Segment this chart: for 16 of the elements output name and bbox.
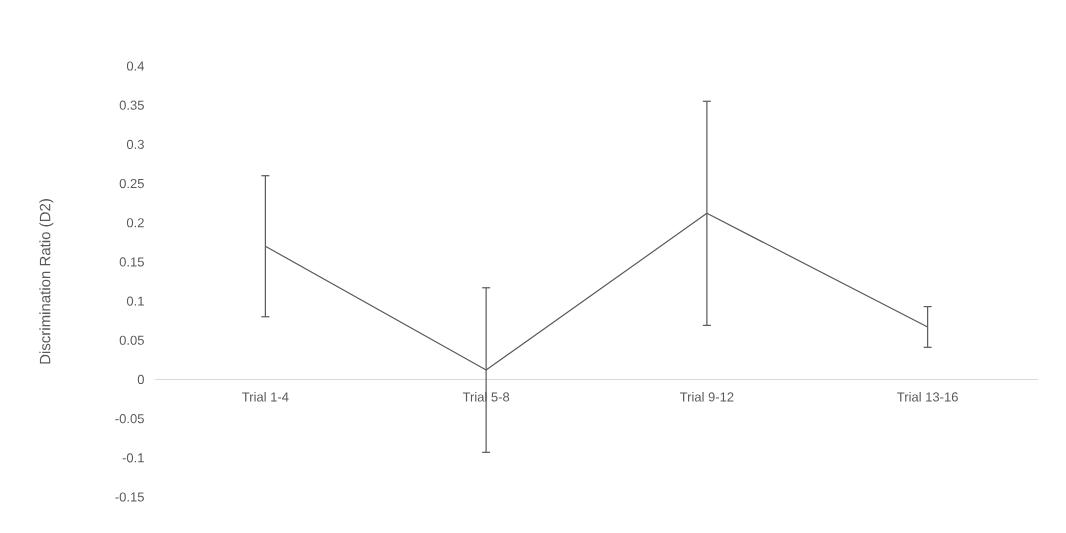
y-tick-label: -0.05: [115, 414, 144, 424]
y-tick-label: 0: [137, 374, 144, 385]
x-tick-label: Trial 13-16: [897, 391, 958, 402]
y-tick-label: -0.15: [115, 492, 144, 502]
y-tick-label: 0.35: [119, 100, 144, 110]
y-tick-label: 0.15: [119, 257, 144, 267]
y-tick-label: 0.4: [126, 61, 145, 71]
y-tick-label: 0.25: [119, 178, 144, 189]
y-tick-label: 0.2: [126, 218, 144, 228]
y-tick-label: 0.05: [119, 335, 144, 345]
x-tick-label: Trial 1-4: [242, 391, 289, 402]
x-tick-label: Trial 9-12: [679, 391, 734, 402]
y-axis-title: Discrimination Ratio (D2): [39, 199, 54, 364]
y-tick-label: 0.1: [126, 296, 144, 306]
y-tick-label: 0.3: [126, 139, 144, 149]
y-tick-label: -0.1: [122, 453, 144, 463]
